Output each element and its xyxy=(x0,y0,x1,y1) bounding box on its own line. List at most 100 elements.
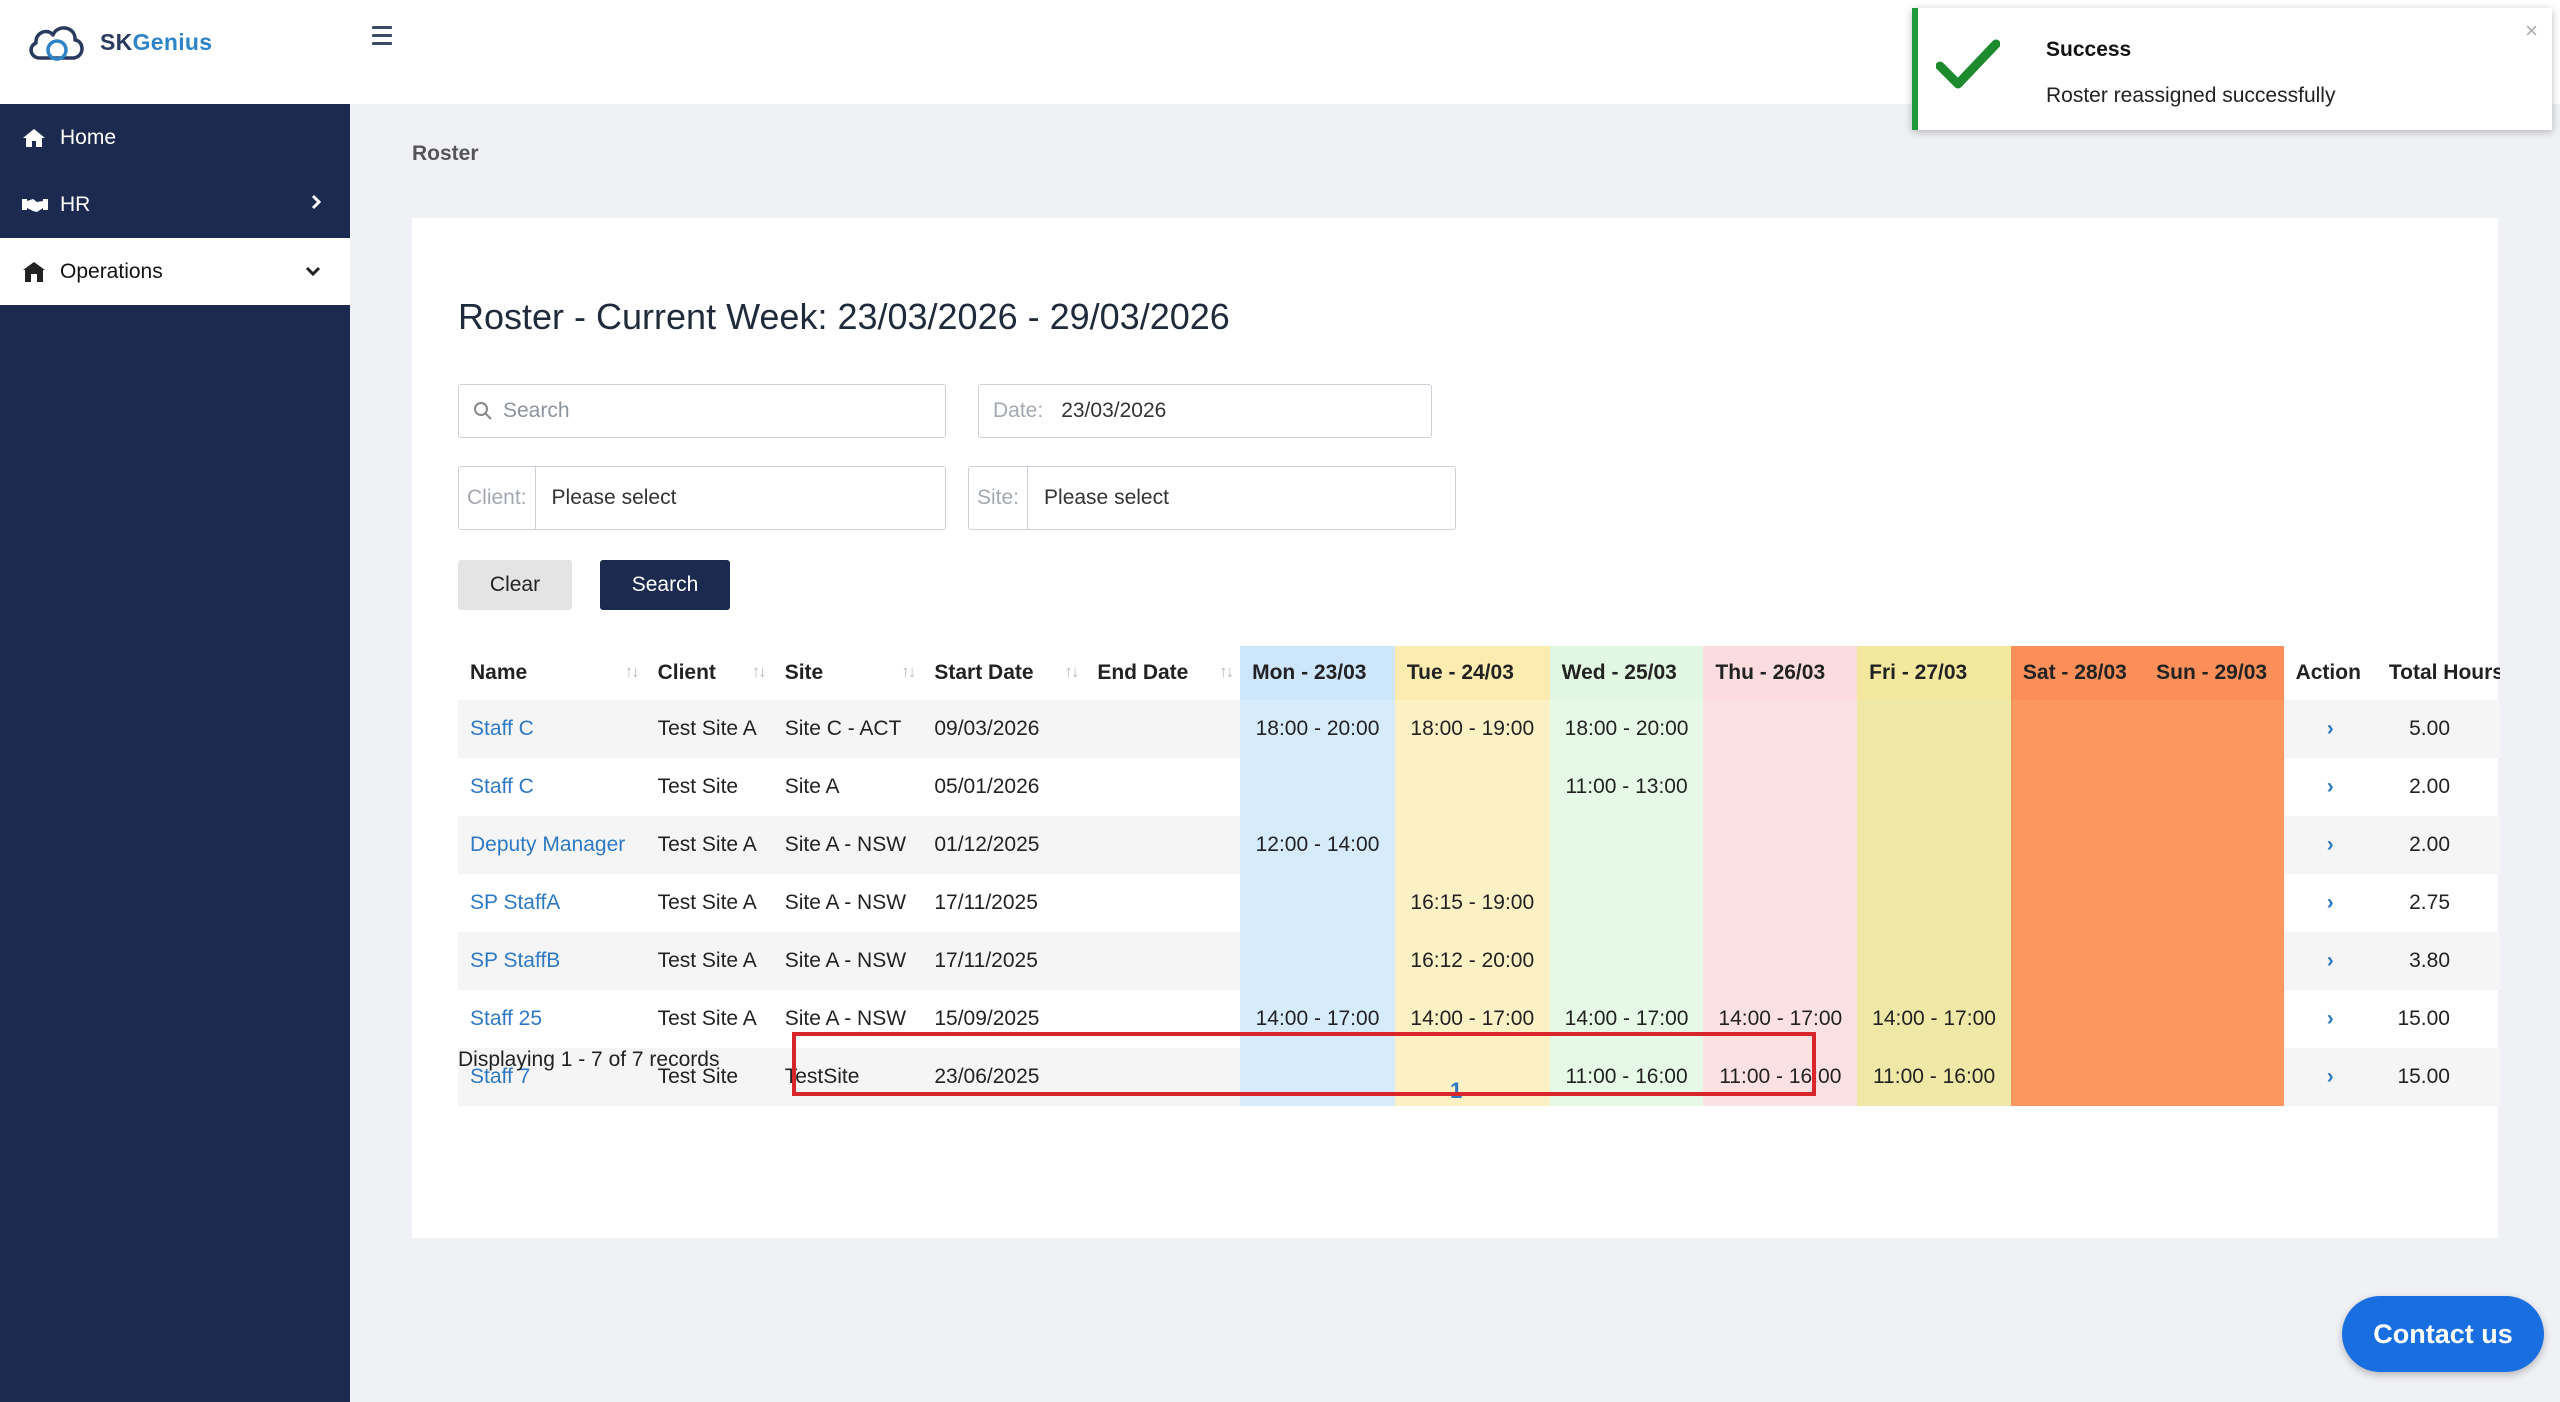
cloud-logo-icon xyxy=(29,26,84,61)
column-header-start-date[interactable]: Start Date ↑↓ xyxy=(934,661,1079,684)
toast-title: Success xyxy=(2046,38,2132,61)
cell-tue: 14:00 - 17:00 xyxy=(1394,990,1550,1048)
cell-name[interactable]: Staff C xyxy=(470,775,534,798)
cell-hours: 2.75 xyxy=(2409,891,2450,914)
cell-tue xyxy=(1394,758,1550,816)
column-header-name[interactable]: Name ↑↓ xyxy=(470,661,640,684)
cell-sat xyxy=(2010,1048,2145,1106)
cell-start: 23/06/2025 xyxy=(922,1048,1086,1106)
cell-wed: 18:00 - 20:00 xyxy=(1549,700,1704,758)
column-header-end-date[interactable]: End Date ↑↓ xyxy=(1097,661,1234,684)
column-header-fri: Fri - 27/03 xyxy=(1857,646,2011,700)
cell-end xyxy=(1085,932,1241,990)
cell-tue: 16:12 - 20:00 xyxy=(1394,932,1550,990)
cell-thu: 11:00 - 16:00 xyxy=(1703,1048,1858,1106)
home-icon xyxy=(22,128,50,148)
page-title: Roster - Current Week: 23/03/2026 - 29/0… xyxy=(458,296,1230,337)
cell-name[interactable]: SP StaffA xyxy=(470,891,561,914)
cell-client: Test Site A xyxy=(657,891,757,914)
cell-name[interactable]: Staff C xyxy=(458,700,646,758)
cell-wed: 11:00 - 13:00 xyxy=(1549,758,1704,816)
site-select[interactable]: Site: Please select xyxy=(968,466,1456,530)
cell-name[interactable]: Staff 7 xyxy=(458,1048,646,1106)
cell-fri: 11:00 - 16:00 xyxy=(1857,1048,2011,1106)
cell-wed xyxy=(1549,932,1704,990)
cell-thu: 14:00 - 17:00 xyxy=(1703,990,1858,1048)
sidebar-item-hr[interactable]: HR xyxy=(0,171,350,238)
search-placeholder: Search xyxy=(503,399,570,422)
cell-hours: 15.00 xyxy=(2397,1007,2450,1030)
cell-tue: 18:00 - 19:00 xyxy=(1394,700,1550,758)
cell-thu xyxy=(1703,700,1858,758)
sidebar-item-operations[interactable]: Operations xyxy=(0,238,350,305)
sidebar: Home HR Operations xyxy=(0,104,350,1402)
cell-fri xyxy=(1857,874,2011,932)
column-header-site[interactable]: Site ↑↓ xyxy=(784,661,917,684)
cell-start: 15/09/2025 xyxy=(934,1007,1040,1030)
sidebar-item-label: Home xyxy=(60,125,117,149)
date-field[interactable]: Date: 23/03/2026 xyxy=(978,384,1432,438)
cell-hours: 5.00 xyxy=(2376,700,2500,758)
sort-icon[interactable]: ↑↓ xyxy=(1064,662,1079,681)
menu-toggle-icon[interactable] xyxy=(372,26,392,50)
row-action-chevron-icon[interactable]: › xyxy=(2326,891,2334,914)
cell-end xyxy=(1085,816,1241,874)
cell-site: Site A - NSW xyxy=(772,816,923,874)
row-action-chevron-icon[interactable]: › xyxy=(2283,816,2377,874)
close-icon[interactable]: × xyxy=(2525,18,2538,43)
sort-icon[interactable]: ↑↓ xyxy=(751,662,767,681)
handshake-icon xyxy=(22,196,50,214)
search-button[interactable]: Search xyxy=(600,560,730,610)
table-row: Staff 25 Test Site A Site A - NSW 15/09/202… xyxy=(458,990,2500,1048)
sort-icon[interactable]: ↑↓ xyxy=(624,662,640,681)
cell-mon xyxy=(1240,758,1395,816)
row-action-chevron-icon[interactable]: › xyxy=(2283,932,2377,990)
cell-start: 01/12/2025 xyxy=(922,816,1086,874)
cell-sat xyxy=(2010,758,2145,816)
cell-wed xyxy=(1549,816,1704,874)
pagination-page-1[interactable]: 1 xyxy=(1450,1078,1463,1103)
cell-sun xyxy=(2144,816,2284,874)
row-action-chevron-icon[interactable]: › xyxy=(2326,1007,2334,1030)
date-label: Date: xyxy=(993,399,1044,422)
sidebar-item-home[interactable]: Home xyxy=(0,104,350,171)
cell-start: 17/11/2025 xyxy=(922,932,1086,990)
cell-fri xyxy=(1857,700,2011,758)
row-action-chevron-icon[interactable]: › xyxy=(2326,775,2334,798)
sort-icon[interactable]: ↑↓ xyxy=(901,662,916,681)
cell-sun xyxy=(2144,932,2284,990)
cell-client: Test Site A xyxy=(645,700,773,758)
records-count: Displaying 1 - 7 of 7 records xyxy=(458,1048,720,1071)
sidebar-item-label: HR xyxy=(60,192,91,216)
contact-us-button[interactable]: Contact us xyxy=(2342,1296,2544,1372)
search-icon xyxy=(459,401,493,421)
table-row: Deputy Manager Test Site A Site A - NSW 01/… xyxy=(458,816,2500,874)
cell-end xyxy=(1085,990,1240,1048)
cell-name[interactable]: Staff 25 xyxy=(470,1007,543,1030)
clear-button[interactable]: Clear xyxy=(458,560,572,610)
table-row: Staff C Test Site Site A 05/01/2026 11:00 - … xyxy=(458,758,2500,816)
cell-start: 17/11/2025 xyxy=(934,891,1038,914)
checkmark-icon xyxy=(1935,38,2001,95)
column-header-client[interactable]: Client ↑↓ xyxy=(657,661,767,684)
cell-sun xyxy=(2144,1048,2284,1106)
cell-hours: 3.80 xyxy=(2376,932,2500,990)
cell-name[interactable]: Deputy Manager xyxy=(458,816,646,874)
cell-wed: 11:00 - 16:00 xyxy=(1549,1048,1704,1106)
cell-thu xyxy=(1703,874,1858,932)
cell-mon xyxy=(1240,874,1395,932)
cell-sun xyxy=(2144,758,2284,816)
logo-text: SKGenius xyxy=(100,28,213,55)
sort-icon[interactable]: ↑↓ xyxy=(1219,662,1234,681)
cell-mon: 12:00 - 14:00 xyxy=(1240,816,1395,874)
row-action-chevron-icon[interactable]: › xyxy=(2283,700,2377,758)
search-input[interactable]: Search xyxy=(458,384,946,438)
client-select[interactable]: Client: Please select xyxy=(458,466,946,530)
site-placeholder: Please select xyxy=(1044,486,1169,509)
table-row: Staff 7 Test Site TestSite 23/06/2025 11:00 … xyxy=(458,1048,2500,1106)
roster-card: Roster - Current Week: 23/03/2026 - 29/0… xyxy=(412,218,2500,1238)
row-action-chevron-icon[interactable]: › xyxy=(2283,1048,2377,1106)
cell-site: Site C - ACT xyxy=(772,700,923,758)
cell-name[interactable]: SP StaffB xyxy=(458,932,646,990)
logo[interactable]: SKGenius xyxy=(26,18,212,66)
